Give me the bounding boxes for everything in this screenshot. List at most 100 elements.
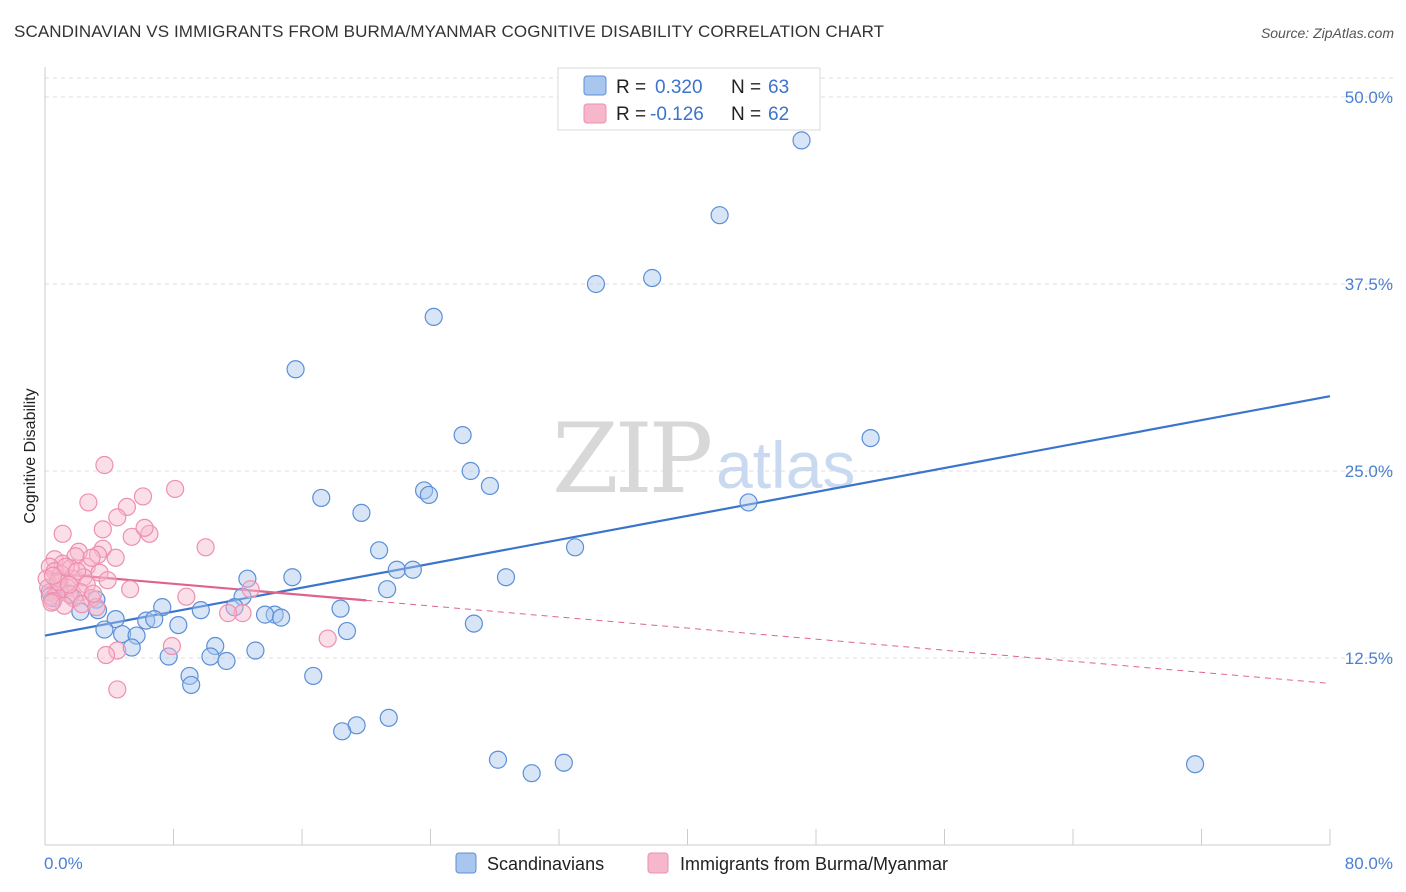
scandinavians-point-54 [304,666,323,686]
scandinavians-point-50 [159,647,178,666]
scandinavians-point-43 [95,620,114,639]
scandinavians-point-56 [379,708,398,727]
legend-n-value-2: 62 [768,104,789,125]
burma-point-27 [98,571,117,590]
legend-r-label-2: R = [616,104,646,125]
burma-point-33 [241,580,260,599]
burma-point-57 [48,572,67,591]
legend-swatch-burma [583,103,607,124]
burma-point-60 [59,575,79,594]
x-tick-label-min: 0.0% [44,854,83,873]
burma-point-10 [196,538,215,557]
scandinavians-point-48 [246,641,265,660]
scandinavians-point-40 [145,610,164,629]
scandinavians-point-59 [488,750,508,769]
burma-point-9 [122,527,141,546]
legend-r-value-2: -0.126 [650,104,704,125]
y-tick-labels: 12.5% 25.0% 37.5% 50.0% [1345,88,1393,668]
scandinavians-point-2 [643,268,662,288]
scandinavians-point-18 [403,560,422,579]
scandinavians-point-38 [106,610,125,629]
legend-r-label-1: R = [616,77,646,98]
scandinavians-point-61 [554,753,573,772]
legend-n-label-1: N = [731,77,761,98]
scandinavians-point-51 [201,647,220,666]
scandinavians-point-37 [272,608,291,627]
x-tick-label-max: 80.0% [1345,854,1393,873]
burma-point-0 [95,455,114,475]
burma-point-56 [82,548,101,567]
burma-point-15 [106,548,125,567]
y-tick-label-2: 37.5% [1345,275,1393,294]
burma-point-32 [121,580,140,599]
chart-title: SCANDINAVIAN VS IMMIGRANTS FROM BURMA/MY… [14,22,885,41]
scandinavians-point-12 [312,488,331,508]
burma-point-43 [72,595,92,614]
scandinavians-point-17 [387,560,406,579]
burma-point-41 [177,587,196,606]
burma-point-2 [133,487,153,506]
scandinavians-point-9 [480,476,500,496]
scandinavians-point-3 [586,274,606,294]
legend-r-value-1: 0.320 [655,77,703,98]
scandinavians-point-58 [333,722,352,741]
scandinavians-point-36 [255,605,275,624]
stats-legend: R = 0.320 N = 63 R = -0.126 N = 62 [557,67,821,131]
burma-point-8 [53,524,72,543]
series-legend: Scandinavians Immigrants from Burma/Myan… [455,852,948,874]
burma-point-51 [96,645,116,665]
scandinavians-point-32 [191,601,210,620]
scandinavians-point-20 [283,568,302,587]
scandinavians-point-21 [238,569,257,588]
axes [44,67,1331,846]
y-tick-label-0: 12.5% [1345,649,1393,668]
trend-line-burma-dashed [366,599,1331,684]
burma-point-7 [140,524,159,543]
burma-point-6 [93,520,112,539]
burma-point-1 [166,479,185,499]
scandinavians-point-6 [453,425,472,445]
scandinavians-point-8 [461,461,480,481]
burma-point-3 [79,493,98,512]
bottom-legend-label-scandinavians: Scandinavians [487,854,604,874]
watermark-atlas: atlas [716,428,855,502]
burma-point-59 [84,584,103,603]
scandinavians-point-13 [739,493,758,512]
scandinavians-point-41 [464,614,483,633]
burma-point-45 [87,598,106,617]
scandinavians-point-55 [182,675,201,695]
legend-n-value-1: 63 [768,77,789,98]
scandinavians-point-0 [792,131,811,150]
scandinavians-point-47 [206,636,225,656]
burma-point-49 [162,636,181,656]
scandinavians-point-44 [112,624,132,644]
scandinavians-point-19 [496,568,516,587]
scandinavians-point-49 [122,638,141,657]
trend-line-scandinavians [44,395,1331,637]
scandinavians-point-52 [217,651,236,671]
scandinavians-point-45 [127,626,146,645]
scandinavians-point-46 [337,621,357,641]
scandinavians-point-22 [378,580,397,599]
burma-point-52 [108,680,127,699]
bottom-legend-swatch-burma [647,852,669,874]
scandinavians-point-11 [419,485,438,505]
scandinavians-point-60 [522,764,541,783]
legend-swatch-scandinavians [583,75,607,96]
burma-point-61 [43,566,63,585]
scandinavians-point-7 [861,428,880,448]
bottom-legend-swatch-scandinavians [455,852,477,874]
scandinavians-point-34 [331,599,350,618]
burma-point-47 [219,604,238,623]
scandinavians-point-4 [424,307,443,327]
series-burma-points [37,455,337,699]
scandinavians-point-53 [180,666,199,686]
burma-point-50 [108,641,127,660]
burma-point-58 [68,562,87,581]
bottom-legend-label-burma: Immigrants from Burma/Myanmar [680,854,948,874]
burma-point-55 [135,518,154,537]
y-axis-label: Cognitive Disability [22,388,39,523]
scandinavians-point-16 [565,538,585,557]
burma-point-48 [318,629,337,648]
